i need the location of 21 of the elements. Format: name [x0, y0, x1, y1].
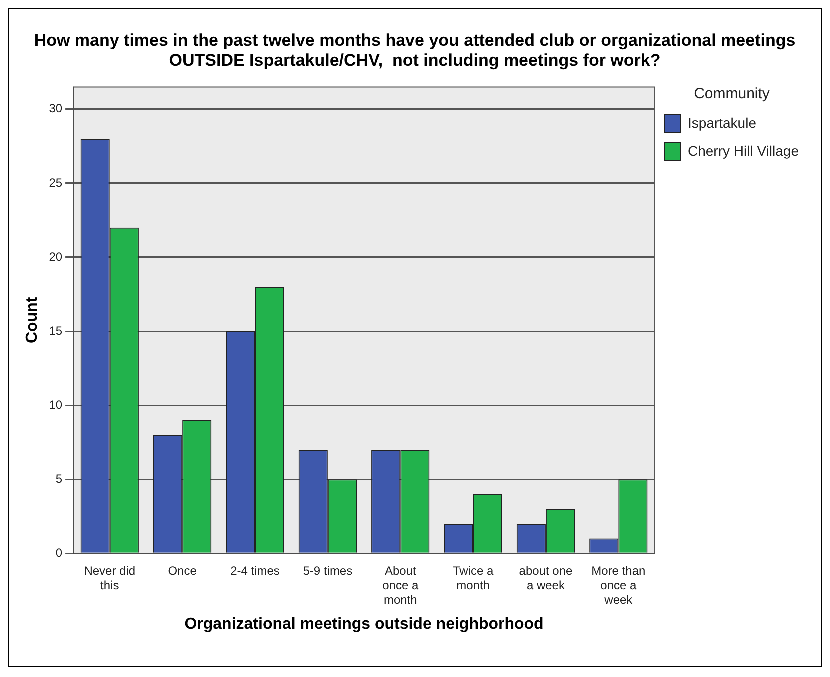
- x-tick-label: Twice a month: [452, 564, 494, 593]
- y-tick-label: 15: [49, 324, 63, 338]
- x-tick-label: 2-4 times: [230, 564, 280, 578]
- x-tick-label: About once a month: [382, 564, 419, 607]
- x-tick-label: Once: [168, 564, 198, 578]
- legend-title: Community: [694, 86, 770, 103]
- y-tick-label: 10: [49, 398, 63, 412]
- y-tick-label: 25: [49, 176, 63, 190]
- y-tick-label: 20: [49, 250, 63, 264]
- x-tick-label: Never did this: [84, 564, 136, 593]
- y-tick-label: 0: [56, 546, 63, 560]
- y-axis-title: Count: [24, 296, 42, 344]
- legend-label: Cherry Hill Village: [688, 142, 800, 159]
- legend-label: Ispartakule: [688, 114, 757, 131]
- x-axis-title: Organizational meetings outside neighborhood: [184, 616, 544, 633]
- chart-title: How many times in the past twelve months have you attended club or organizational meetings OUTSIDE Ispartakule/CHV, not including meetings for work?: [33, 30, 797, 72]
- y-tick-label: 30: [49, 102, 63, 116]
- x-tick-label: 5-9 times: [303, 564, 353, 578]
- y-tick-label: 5: [56, 472, 63, 486]
- x-tick-label: about one a week: [519, 564, 573, 593]
- x-tick-label: More than once a week: [592, 564, 646, 607]
